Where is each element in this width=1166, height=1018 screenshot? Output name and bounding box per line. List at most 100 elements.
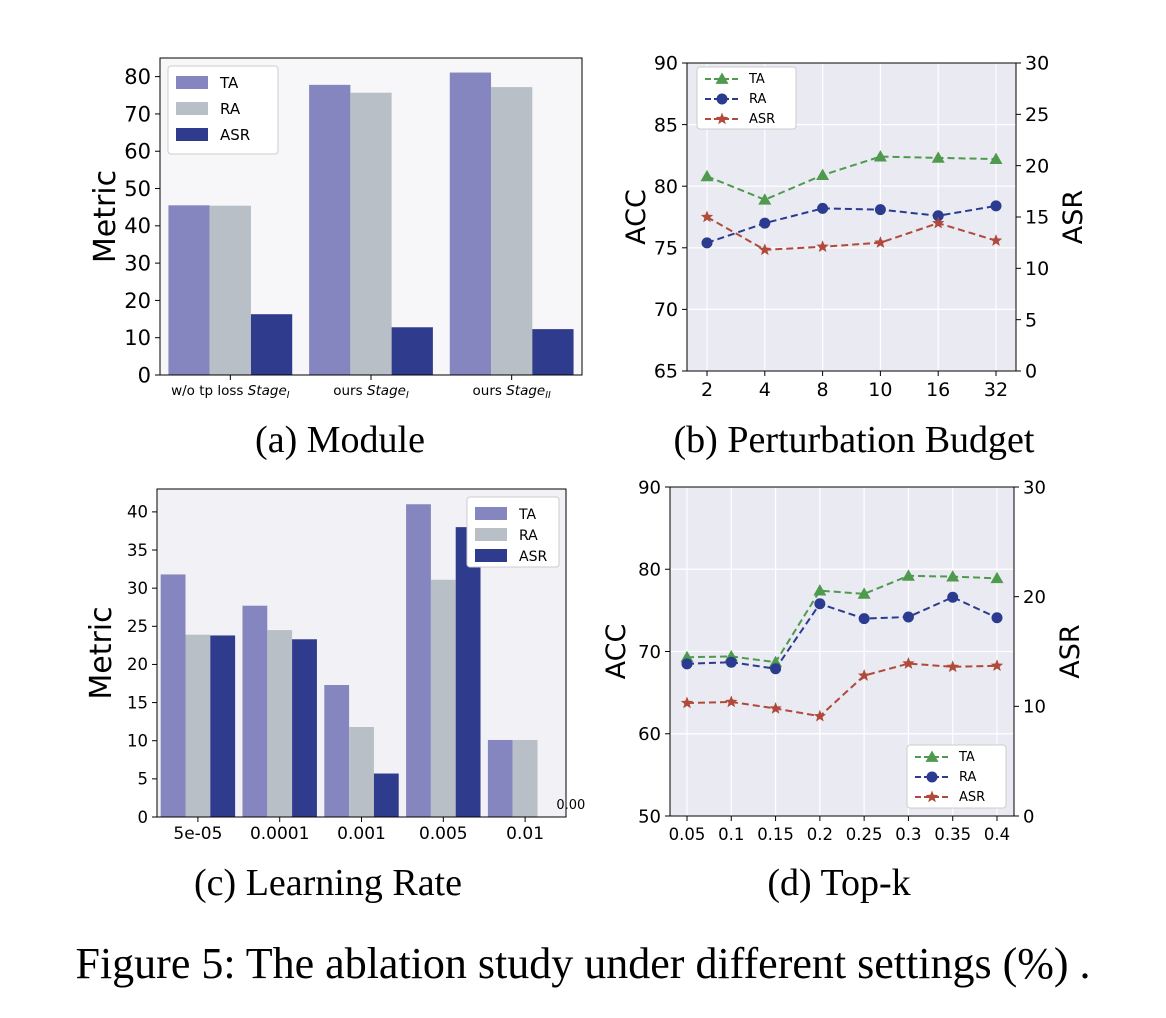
y2-tick-label: 10 [1025,258,1049,280]
point-ra-3 [814,598,826,610]
x-tick-label: 32 [984,379,1008,401]
series-line-ra [706,204,997,244]
bar-ra-3 [430,579,456,817]
y-axis-label: ACC [601,624,632,680]
bar-ta-3 [406,504,431,817]
bar-ta-4 [487,739,513,817]
bar-value-annotation: 0.00 [556,798,585,813]
y-tick-label: 35 [127,541,148,560]
legend-marker-asr [925,790,939,803]
legend-marker-asr [715,112,729,125]
y-tick-label: 60 [124,140,151,164]
y2-tick-label: 20 [1023,587,1046,608]
point-ta-2 [816,168,830,180]
y-tick-label: 50 [638,806,661,827]
legend-swatch-ra [176,102,208,115]
bar-ta-0 [168,205,210,375]
point-asr-1 [758,243,771,256]
y2-axis-label: ASR [1055,624,1086,678]
y-tick-label: 50 [124,177,151,201]
x-tick-label: 0.0001 [250,824,309,844]
bar-ra-0 [209,205,251,375]
bar-ta-1 [242,605,268,817]
bar-ra-1 [350,92,392,375]
point-asr-5 [902,657,915,669]
point-asr-5 [989,234,1003,246]
y-tick-label: 40 [124,214,151,238]
point-ra-3 [874,204,886,216]
legend-marker-ra [926,771,938,783]
bar-asr-2 [373,773,399,817]
legend-label-asr: ASR [959,790,985,805]
y-tick-label: 40 [127,503,148,522]
y2-axis-label: ASR [1058,190,1089,244]
y-tick-label: 75 [654,237,678,259]
point-ta-6 [946,570,960,582]
legend-label-ra: RA [959,770,977,785]
series-line-ta [686,574,998,664]
x-tick-label: w/o tp loss StageI [171,383,290,401]
point-asr-2 [769,702,782,714]
point-ra-6 [947,591,959,603]
y-tick-label: 90 [654,53,678,75]
y-tick-label: 80 [654,176,678,198]
x-tick-label: 0.005 [419,824,468,844]
x-tick-label: 0.05 [669,825,706,844]
x-tick-label: 0.1 [718,825,744,844]
subcaption-b: (b) Perturbation Budget [674,419,1035,461]
x-tick-label: 4 [759,379,771,401]
legend-swatch-asr [176,128,208,141]
y-tick-label: 25 [127,617,148,636]
legend: TA RA ASR [696,66,797,130]
legend-swatch-asr [475,549,507,562]
series-line-asr [686,662,998,718]
y-tick-label: 90 [638,477,661,498]
legend: TA RA ASR [167,65,279,155]
legend-label-ra: RA [749,92,767,107]
x-tick-label: ours StageII [473,383,552,401]
point-ta-0 [680,650,694,663]
point-asr-6 [946,660,959,673]
y2-tick-label: 0 [1025,361,1037,383]
y-tick-label: 10 [124,326,151,350]
legend-label-ta: TA [518,507,536,523]
y-tick-label: 70 [638,642,661,663]
bar-ra-4 [512,739,538,817]
point-ta-7 [990,571,1004,584]
x-tick-label: 10 [868,379,892,401]
x-tick-label: 0.001 [337,824,386,844]
point-ra-4 [858,613,870,625]
y-tick-label: 0 [138,808,149,827]
point-ra-1 [759,217,771,229]
legend-label-ta: TA [219,74,239,92]
y2-tick-label: 5 [1025,309,1037,331]
x-tick-label: 0.25 [846,825,883,844]
y2-tick-label: 15 [1025,207,1049,229]
bar-asr-0 [210,635,236,817]
y-tick-label: 10 [127,731,148,750]
y2-tick-label: 30 [1023,477,1046,498]
y-tick-label: 0 [138,363,151,387]
legend-box [906,744,1007,809]
bar-ta-1 [309,84,351,375]
subcaption-d: (d) Top-k [767,862,910,904]
point-asr-7 [990,659,1004,672]
x-tick-label: ours StageI [333,383,409,401]
subcaption-c: (c) Learning Rate [194,862,462,904]
legend-swatch-ra [475,528,507,541]
x-tick-label: 0.4 [984,825,1010,844]
legend-label-ta: TA [748,72,765,87]
bar-ra-1 [267,630,293,817]
point-ta-0 [700,169,714,182]
point-ra-2 [770,663,782,675]
x-tick-label: 5e-05 [173,824,222,844]
point-ra-0 [681,658,693,670]
point-asr-0 [680,696,694,709]
series-line-ra [686,596,998,670]
legend-marker-ta [715,72,729,84]
subcaption-a: (a) Module [255,419,425,461]
y-tick-label: 85 [654,114,678,136]
x-tick-label: 0.15 [757,825,794,844]
legend-label-ra: RA [220,100,241,118]
